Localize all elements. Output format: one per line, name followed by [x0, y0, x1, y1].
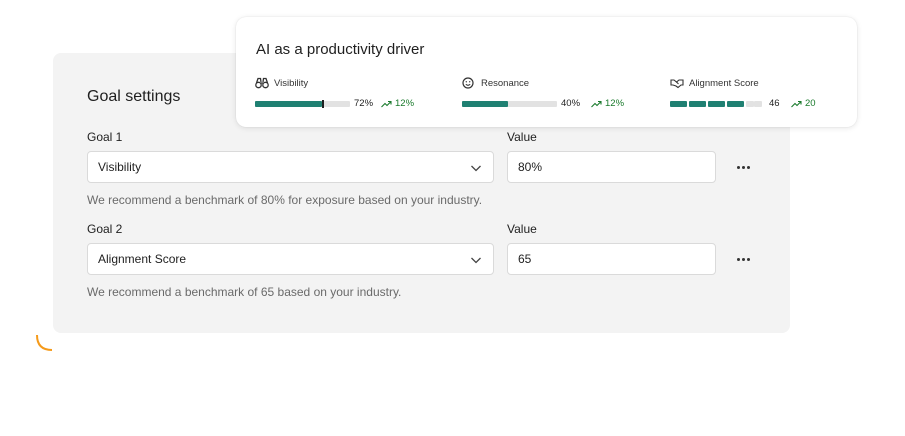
goal-1-value-input[interactable]: 80%: [507, 151, 716, 183]
goal-1-hint: We recommend a benchmark of 80% for expo…: [87, 193, 483, 207]
resonance-trend-value: 12%: [605, 98, 625, 109]
handshake-icon: [670, 79, 684, 89]
metric-resonance: Resonance 40% 12%: [462, 76, 642, 110]
chevron-down-icon: [471, 257, 481, 264]
goal-1-selected-value: Visibility: [98, 160, 142, 174]
metric-resonance-name: Resonance: [481, 77, 530, 89]
goal-1-value-label: Value: [507, 130, 537, 144]
alignment-trend: 20: [791, 98, 816, 109]
trend-up-icon: [791, 100, 802, 107]
alignment-segment: [727, 101, 744, 107]
metric-alignment-score: Alignment Score 46 20: [670, 76, 850, 110]
alignment-segment-bar: 46 20: [670, 98, 850, 110]
resonance-trend: 12%: [591, 98, 624, 109]
goal-1-select[interactable]: Visibility: [87, 151, 494, 183]
metric-visibility: Visibility 72% 12%: [255, 76, 435, 110]
resonance-bar-track: [462, 101, 557, 107]
metric-visibility-name: Visibility: [274, 77, 309, 89]
binoculars-icon: [255, 77, 269, 89]
alignment-segment: [689, 101, 706, 107]
metric-alignment-name: Alignment Score: [689, 77, 759, 89]
visibility-trend-value: 12%: [395, 98, 415, 109]
alignment-segment: [708, 101, 725, 107]
visibility-bar-track: [255, 100, 350, 108]
panel-title: Goal settings: [87, 88, 181, 105]
visibility-bar-fill: [255, 101, 322, 107]
alignment-trend-value: 20: [805, 98, 816, 109]
goal-2-more-button[interactable]: [733, 252, 753, 266]
goal-2-value-input[interactable]: 65: [507, 243, 716, 275]
resonance-bar-fill: [462, 101, 508, 107]
trend-up-icon: [591, 100, 602, 107]
visibility-trend: 12%: [381, 98, 414, 109]
alignment-segment: [746, 101, 754, 107]
goal-2-value-label: Value: [507, 222, 537, 236]
alignment-value: 46: [769, 98, 780, 109]
goal-2-hint: We recommend a benchmark of 65 based on …: [87, 285, 402, 299]
visibility-target-marker: [322, 100, 324, 108]
smiley-icon: [462, 77, 474, 89]
trend-up-icon: [381, 100, 392, 107]
goal-1-label: Goal 1: [87, 130, 123, 144]
card-title: AI as a productivity driver: [256, 41, 425, 58]
alignment-segment-partial: [754, 101, 762, 107]
alignment-segment: [670, 101, 687, 107]
chevron-down-icon: [471, 165, 481, 172]
goal-2-select[interactable]: Alignment Score: [87, 243, 494, 275]
summary-card: AI as a productivity driver Visibility 7…: [236, 17, 857, 127]
goal-2-value-text: 65: [518, 252, 532, 266]
visibility-value: 72%: [354, 98, 374, 109]
resonance-value: 40%: [561, 98, 581, 109]
goal-2-selected-value: Alignment Score: [98, 252, 187, 266]
goal-2-label: Goal 2: [87, 222, 123, 236]
goal-1-value-text: 80%: [518, 160, 543, 174]
goal-1-more-button[interactable]: [733, 160, 753, 174]
